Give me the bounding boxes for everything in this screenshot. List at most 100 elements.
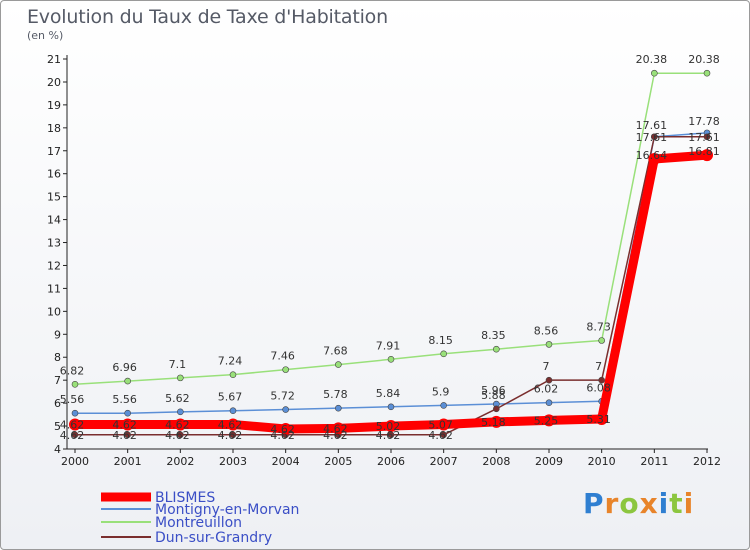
data-label: 8.35: [481, 329, 506, 342]
data-label: 5.96: [481, 384, 506, 397]
data-point: [177, 408, 184, 416]
data-label: 4.62: [218, 418, 243, 431]
data-point: [440, 431, 447, 439]
data-label: 5.78: [323, 388, 348, 401]
data-label: 6.96: [112, 361, 137, 374]
data-label: 7: [595, 360, 602, 373]
y-tick-label: 17: [47, 145, 61, 158]
data-point: [124, 377, 131, 385]
data-label: 8.73: [586, 320, 611, 333]
data-label: 7.91: [376, 339, 401, 352]
data-label: 7.1: [169, 358, 187, 371]
data-point: [177, 431, 184, 439]
x-tick-label: 2011: [640, 455, 668, 468]
legend-label: Dun-sur-Grandry: [155, 530, 272, 546]
data-point: [229, 371, 237, 378]
data-point: [71, 409, 79, 417]
data-point: [648, 153, 661, 166]
chart-subtitle: (en %): [27, 29, 64, 42]
legend-label: BLISMES: [155, 490, 215, 506]
data-point: [229, 431, 237, 439]
data-point: [703, 69, 711, 77]
y-tick-label: 8: [54, 351, 61, 364]
logo-letter: P: [583, 487, 605, 520]
y-tick-label: 14: [47, 214, 61, 227]
data-label: 16.64: [636, 149, 668, 162]
data-label: 4.62: [323, 429, 348, 442]
data-label: 20.38: [688, 53, 720, 66]
data-label: 5.72: [270, 390, 295, 403]
y-tick-label: 19: [47, 99, 61, 112]
data-label: 4.62: [428, 429, 453, 442]
data-label: 8.56: [534, 324, 559, 337]
series-line-montreuillon: [74, 72, 708, 386]
x-tick-label: 2001: [114, 455, 142, 468]
data-point: [335, 404, 342, 412]
logo-letter: x: [639, 487, 659, 520]
data-point: [440, 350, 447, 358]
data-label: 17.61: [688, 131, 720, 144]
data-point: [598, 337, 605, 344]
data-label: 7.24: [218, 355, 243, 368]
data-label: 5.84: [376, 387, 401, 400]
y-tick-label: 9: [54, 328, 61, 341]
data-point: [437, 418, 450, 431]
data-label: 4.62: [112, 429, 137, 442]
data-point: [71, 431, 79, 439]
x-tick-label: 2007: [430, 455, 458, 468]
data-point: [69, 418, 81, 431]
data-label: 4.62: [270, 429, 295, 442]
data-point: [595, 412, 608, 425]
data-label: 5.88: [481, 389, 506, 402]
data-point: [121, 418, 134, 431]
data-point: [490, 415, 503, 428]
y-tick-label: 5: [54, 420, 61, 433]
data-point: [493, 345, 500, 353]
proxiti-logo: Proxiti: [583, 487, 694, 520]
y-tick-label: 20: [47, 76, 61, 89]
data-label: 6.02: [534, 383, 559, 396]
data-point: [229, 407, 237, 414]
data-point: [332, 422, 345, 435]
x-tick-label: 2003: [219, 455, 247, 468]
data-label: 4.62: [376, 429, 401, 442]
data-point: [651, 133, 658, 141]
data-point: [387, 355, 395, 363]
x-tick-label: 2000: [61, 455, 89, 468]
x-tick-label: 2008: [482, 455, 510, 468]
data-point: [385, 420, 397, 433]
data-point: [703, 133, 711, 141]
y-tick-label: 7: [54, 374, 61, 387]
legend-label: Montigny-en-Morvan: [155, 502, 299, 518]
data-label: 4.62: [165, 429, 190, 442]
x-tick-label: 2009: [535, 455, 563, 468]
data-label: 17.61: [636, 119, 668, 132]
data-label: 4.62: [323, 422, 348, 435]
data-point: [387, 403, 395, 411]
data-label: 5.02: [376, 420, 401, 433]
data-point: [124, 431, 131, 439]
data-label: 4.62: [218, 429, 243, 442]
data-label: 8.15: [428, 334, 453, 347]
data-point: [545, 376, 553, 384]
y-tick-label: 6: [54, 397, 61, 410]
x-tick-label: 2004: [272, 455, 300, 468]
data-point: [227, 418, 239, 431]
logo-letter: o: [619, 487, 640, 520]
data-point: [282, 366, 289, 373]
x-tick-label: 2010: [588, 455, 616, 468]
data-point: [701, 149, 713, 162]
data-label: 7.46: [270, 350, 295, 363]
y-tick-label: 12: [47, 259, 61, 272]
chart-title: Evolution du Taux de Taxe d'Habitation: [27, 6, 388, 28]
data-label: 6.82: [60, 364, 85, 377]
y-tick-label: 13: [47, 237, 61, 250]
data-label: 7.68: [323, 345, 348, 358]
data-label: 20.38: [636, 53, 668, 66]
data-label: 5.07: [428, 418, 453, 431]
data-label: 5.62: [165, 392, 190, 405]
data-label: 4.62: [270, 423, 295, 436]
data-label: 5.56: [112, 393, 137, 406]
